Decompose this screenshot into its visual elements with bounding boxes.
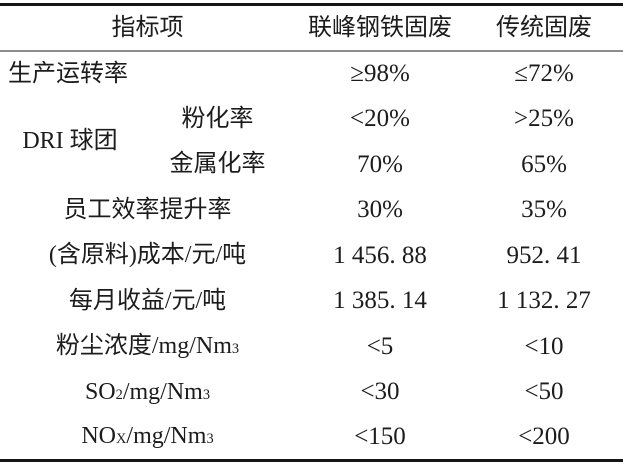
value-traditional: <200 <box>518 422 570 450</box>
value-traditional: <10 <box>524 332 564 360</box>
value-traditional: 35% <box>521 196 567 223</box>
value-traditional: 1 132. 27 <box>497 287 591 314</box>
value-lianfeng: <30 <box>360 378 400 405</box>
value-traditional: <50 <box>524 378 564 405</box>
value-lianfeng: ≥98% <box>350 60 410 87</box>
row-sublabel: 粉化率 <box>181 105 254 132</box>
value-lianfeng: <150 <box>354 422 406 450</box>
table-row-monthly-income-per-ton: 每月收益/元/吨 1 385. 14 1 132. 27 <box>0 278 623 324</box>
value-lianfeng: 70% <box>357 150 403 178</box>
value-traditional: >25% <box>514 105 574 132</box>
value-traditional: 952. 41 <box>506 241 582 269</box>
value-lianfeng: 1 385. 14 <box>333 287 427 314</box>
indicator-comparison-table: 指标项 联峰钢铁固废 传统固废 生产运转率 ≥98% ≤72% DRI 球团 粉… <box>0 3 623 462</box>
row-label: NOX/mg/Nm3 <box>81 423 214 450</box>
table-row-cost-per-ton: (含原料)成本/元/吨 1 456. 88 952. 41 <box>0 233 623 279</box>
header-row: 指标项 联峰钢铁固废 传统固废 <box>0 5 623 51</box>
row-sublabel: 金属化率 <box>169 151 266 178</box>
row-label: SO2/mg/Nm3 <box>84 378 211 405</box>
value-traditional: ≤72% <box>514 60 574 87</box>
value-traditional: 65% <box>521 150 567 178</box>
column-header-lianfeng-solid-waste: 联峰钢铁固废 <box>308 14 452 41</box>
table-row-dri-metallization-rate: 金属化率 70% 65% <box>0 142 623 188</box>
table-row-dust-concentration: 粉尘浓度/mg/Nm3 <5 <10 <box>0 324 623 370</box>
row-label: (含原料)成本/元/吨 <box>48 242 247 269</box>
value-lianfeng: 30% <box>357 196 403 223</box>
row-group-label-dri-pellet: DRI 球团 <box>22 128 118 155</box>
row-label: 生产运转率 <box>8 60 128 87</box>
row-label: 员工效率提升率 <box>63 196 232 223</box>
row-label: 每月收益/元/吨 <box>68 287 227 314</box>
column-header-indicator: 指标项 <box>111 14 184 41</box>
table-row-production-operation-rate: 生产运转率 ≥98% ≤72% <box>0 51 623 97</box>
value-lianfeng: <5 <box>366 332 394 360</box>
table-row-nox: NOX/mg/Nm3 <150 <200 <box>0 415 623 461</box>
column-header-traditional-solid-waste: 传统固废 <box>496 14 592 41</box>
table-row-staff-efficiency-improvement: 员工效率提升率 30% 35% <box>0 187 623 233</box>
table-row-so2: SO2/mg/Nm3 <30 <50 <box>0 369 623 415</box>
row-label: 粉尘浓度/mg/Nm3 <box>55 333 240 360</box>
table-row-dri-pulverization-rate: DRI 球团 粉化率 <20% >25% <box>0 96 623 154</box>
value-lianfeng: <20% <box>350 105 410 132</box>
value-lianfeng: 1 456. 88 <box>333 241 427 269</box>
